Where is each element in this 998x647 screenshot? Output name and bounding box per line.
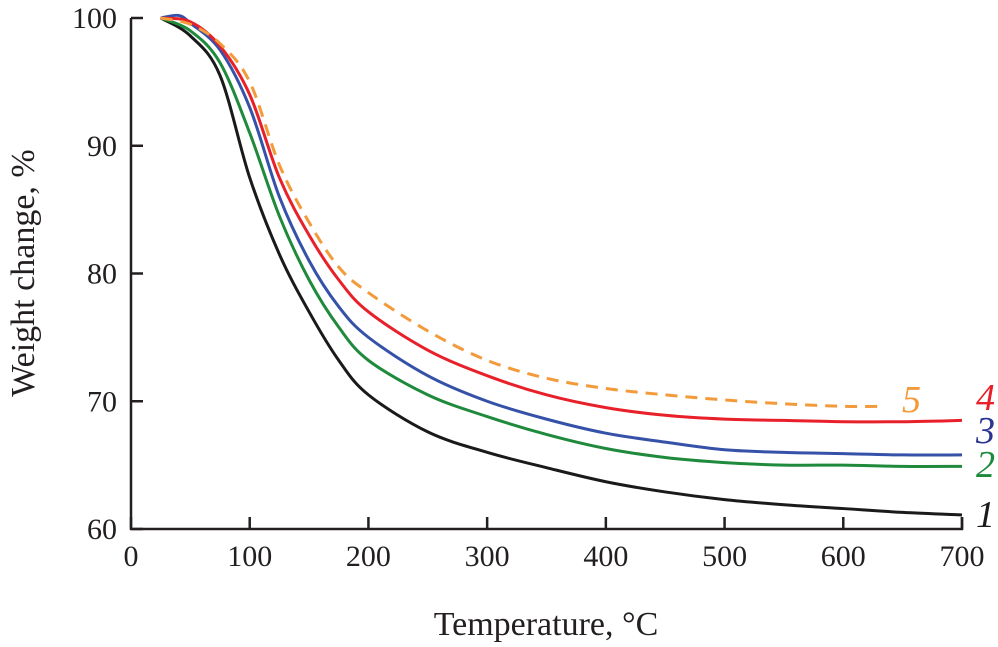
y-tick-label: 100 [72, 2, 117, 35]
series-label-5: 5 [902, 379, 921, 421]
x-tick-label: 100 [227, 540, 272, 573]
x-tick-label: 500 [702, 540, 747, 573]
series-label-2: 2 [976, 444, 995, 486]
series-lines [159, 13, 963, 517]
series-line-4 [160, 16, 963, 424]
series-line-3 [160, 13, 963, 457]
x-tick-label: 200 [346, 540, 391, 573]
series-label-3: 3 [975, 410, 995, 452]
series-line-5 [160, 16, 879, 409]
x-tick-label: 0 [124, 540, 139, 573]
series-labels: 1 234 5 [902, 377, 995, 536]
x-tick-label: 700 [940, 540, 985, 573]
x-tick-label: 300 [465, 540, 510, 573]
y-tick-label: 60 [87, 513, 117, 546]
series-line-2 [160, 16, 963, 468]
series-label-1: 1 [976, 494, 995, 536]
series-line-1 [159, 16, 963, 517]
series-label-4: 4 [976, 377, 995, 419]
y-tick-label: 90 [87, 130, 117, 163]
x-tick-label: 400 [583, 540, 628, 573]
y-axis-label: Weight change, % [5, 149, 42, 396]
x-axis-label: Temperature, °C [434, 606, 659, 643]
y-tick-label: 80 [87, 258, 117, 291]
axes: 0 100 200 300 400 500 600 700 60 70 80 90 100 [72, 2, 985, 573]
y-tick-label: 70 [87, 385, 117, 418]
x-tick-label: 600 [821, 540, 866, 573]
